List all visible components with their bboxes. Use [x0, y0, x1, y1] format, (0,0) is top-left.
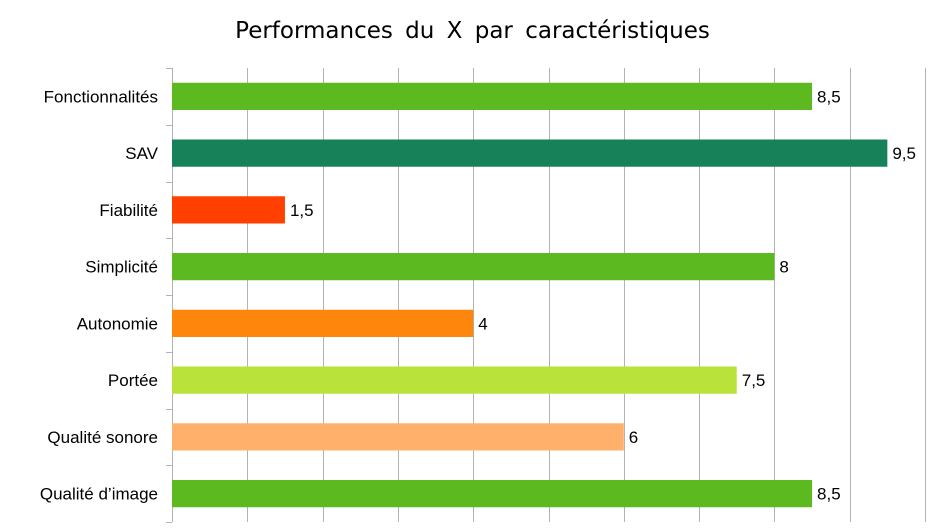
data-label: 8	[779, 258, 788, 277]
bar	[172, 309, 474, 337]
data-label: 8,5	[817, 485, 841, 504]
category-label: Simplicité	[85, 258, 158, 277]
category-label: Qualité sonore	[47, 428, 158, 447]
data-label: 8,5	[817, 87, 841, 106]
category-label: Fiabilité	[99, 201, 158, 220]
category-label: SAV	[125, 144, 158, 163]
axes	[166, 68, 173, 523]
bar	[172, 366, 737, 394]
bar	[172, 253, 775, 281]
data-label: 1,5	[290, 201, 314, 220]
data-label: 7,5	[742, 371, 766, 390]
bar	[172, 423, 624, 451]
category-label: Qualité d’image	[40, 485, 158, 504]
bar	[172, 480, 813, 508]
bar	[172, 82, 813, 110]
chart-title: Performances du X par caractéristiques	[235, 18, 710, 44]
bar	[172, 196, 285, 224]
category-label: Portée	[108, 371, 158, 390]
labels: Fonctionnalités 8,5 SAV 9,5 Fiabilité 1,5 Simp…	[40, 87, 916, 503]
data-label: 4	[478, 314, 487, 333]
data-label: 9,5	[892, 144, 916, 163]
data-label: 6	[629, 428, 638, 447]
bars	[172, 82, 888, 508]
category-label: Autonomie	[77, 314, 158, 333]
bar	[172, 139, 888, 167]
category-label: Fonctionnalités	[44, 87, 158, 106]
gridlines	[247, 68, 926, 522]
